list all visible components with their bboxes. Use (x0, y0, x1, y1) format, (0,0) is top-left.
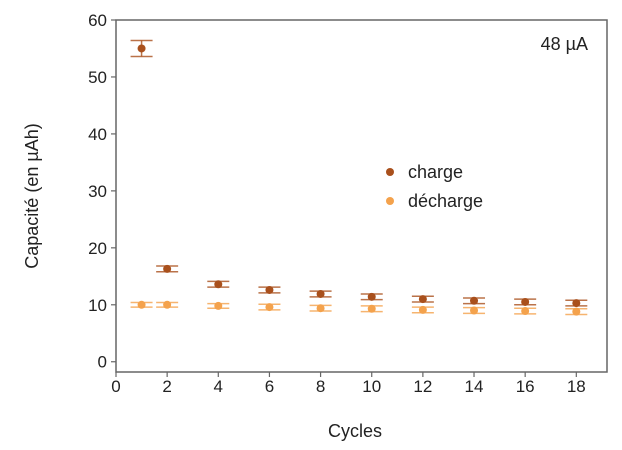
decharge-point (470, 306, 479, 315)
y-tick-label: 20 (88, 239, 107, 258)
x-tick-label: 14 (465, 377, 484, 396)
current-annotation: 48 µA (541, 34, 588, 54)
legend: charge décharge (386, 162, 483, 211)
legend-marker-decharge (386, 197, 394, 205)
decharge-point (214, 301, 223, 310)
x-tick-label: 6 (265, 377, 274, 396)
decharge-point (367, 304, 376, 313)
decharge-point (418, 305, 427, 314)
x-tick-label: 4 (214, 377, 223, 396)
x-tick-label: 10 (362, 377, 381, 396)
x-tick-label: 8 (316, 377, 325, 396)
y-axis-label: Capacité (en µAh) (22, 123, 42, 268)
legend-marker-charge (386, 168, 394, 176)
y-tick-label: 30 (88, 182, 107, 201)
x-tick-label: 2 (162, 377, 171, 396)
charge-point (367, 292, 376, 301)
y-tick-label: 40 (88, 125, 107, 144)
decharge-point (137, 300, 146, 309)
charge-point (214, 280, 223, 289)
charge-point (418, 295, 427, 304)
decharge-point (572, 307, 581, 316)
y-tick-label: 0 (98, 353, 107, 372)
y-tick-label: 50 (88, 68, 107, 87)
legend-label-decharge: décharge (408, 191, 483, 211)
x-tick-label: 0 (111, 377, 120, 396)
x-tick-label: 16 (516, 377, 535, 396)
y-tick-label: 60 (88, 11, 107, 30)
y-tick-label: 10 (88, 296, 107, 315)
charge-point (265, 285, 274, 294)
x-axis-label: Cycles (328, 421, 382, 441)
charge-point (163, 264, 172, 273)
x-tick-label: 12 (413, 377, 432, 396)
charge-point (470, 296, 479, 305)
charge-point (521, 297, 530, 306)
legend-label-charge: charge (408, 162, 463, 182)
decharge-point (521, 307, 530, 316)
decharge-point (163, 300, 172, 309)
charge-point (572, 299, 581, 308)
plot-frame (115, 19, 608, 373)
decharge-point (265, 303, 274, 312)
decharge-point (316, 304, 325, 313)
x-tick-label: 18 (567, 377, 586, 396)
charge-point (137, 44, 146, 53)
charge-point (316, 289, 325, 298)
